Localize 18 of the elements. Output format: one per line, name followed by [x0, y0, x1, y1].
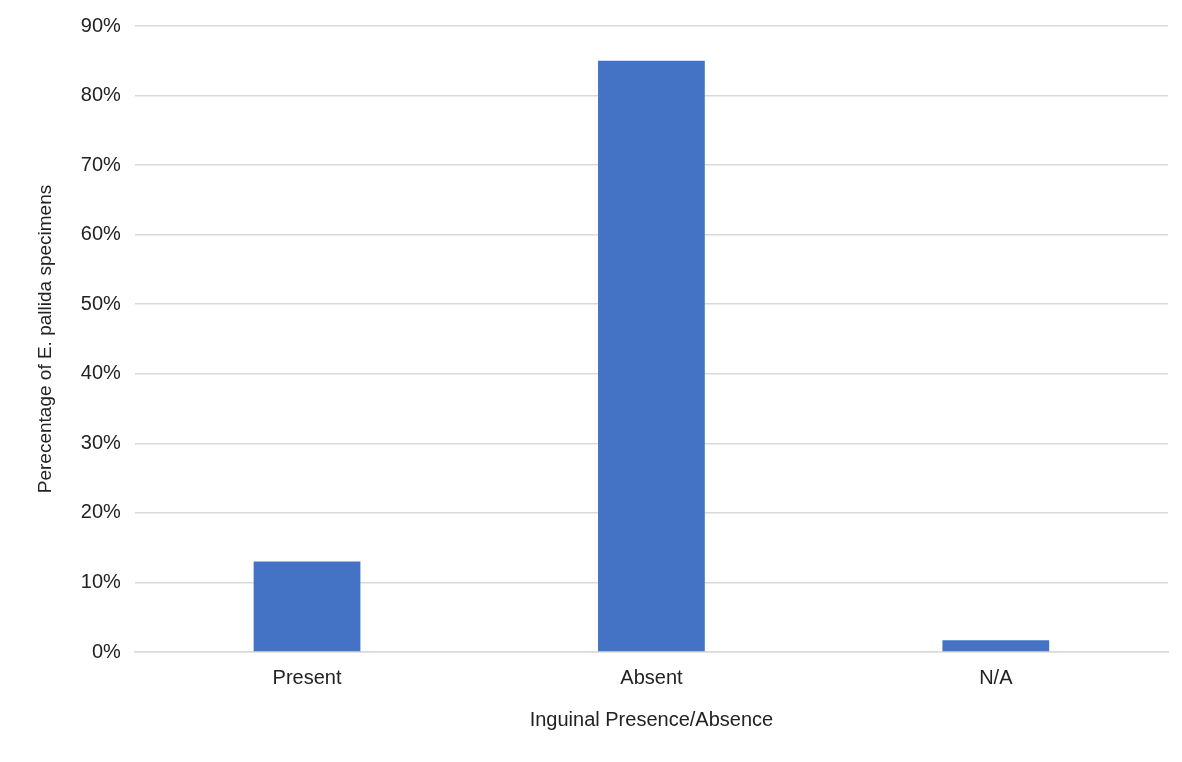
- x-axis-title: Inguinal Presence/Absence: [529, 707, 774, 730]
- y-tick-label: 90%: [80, 13, 122, 36]
- bar: [253, 561, 361, 652]
- y-tick-label: 50%: [80, 291, 122, 314]
- y-tick-label: 10%: [80, 569, 122, 592]
- y-tick-label: 70%: [80, 152, 122, 175]
- y-tick-label: 20%: [80, 500, 122, 523]
- y-axis-title: Perecentage of E. pallida specimens: [33, 184, 55, 494]
- y-tick-label: 40%: [80, 361, 122, 384]
- x-tick-label: Absent: [620, 665, 683, 688]
- y-tick-label: 0%: [91, 639, 122, 662]
- y-tick-label: 60%: [80, 222, 122, 245]
- y-tick-label: 30%: [80, 430, 122, 453]
- bar: [598, 60, 705, 652]
- y-tick-label: 80%: [80, 83, 122, 106]
- x-tick-label: Present: [272, 665, 342, 688]
- x-tick-label: N/A: [979, 665, 1014, 688]
- bar: [942, 640, 1050, 652]
